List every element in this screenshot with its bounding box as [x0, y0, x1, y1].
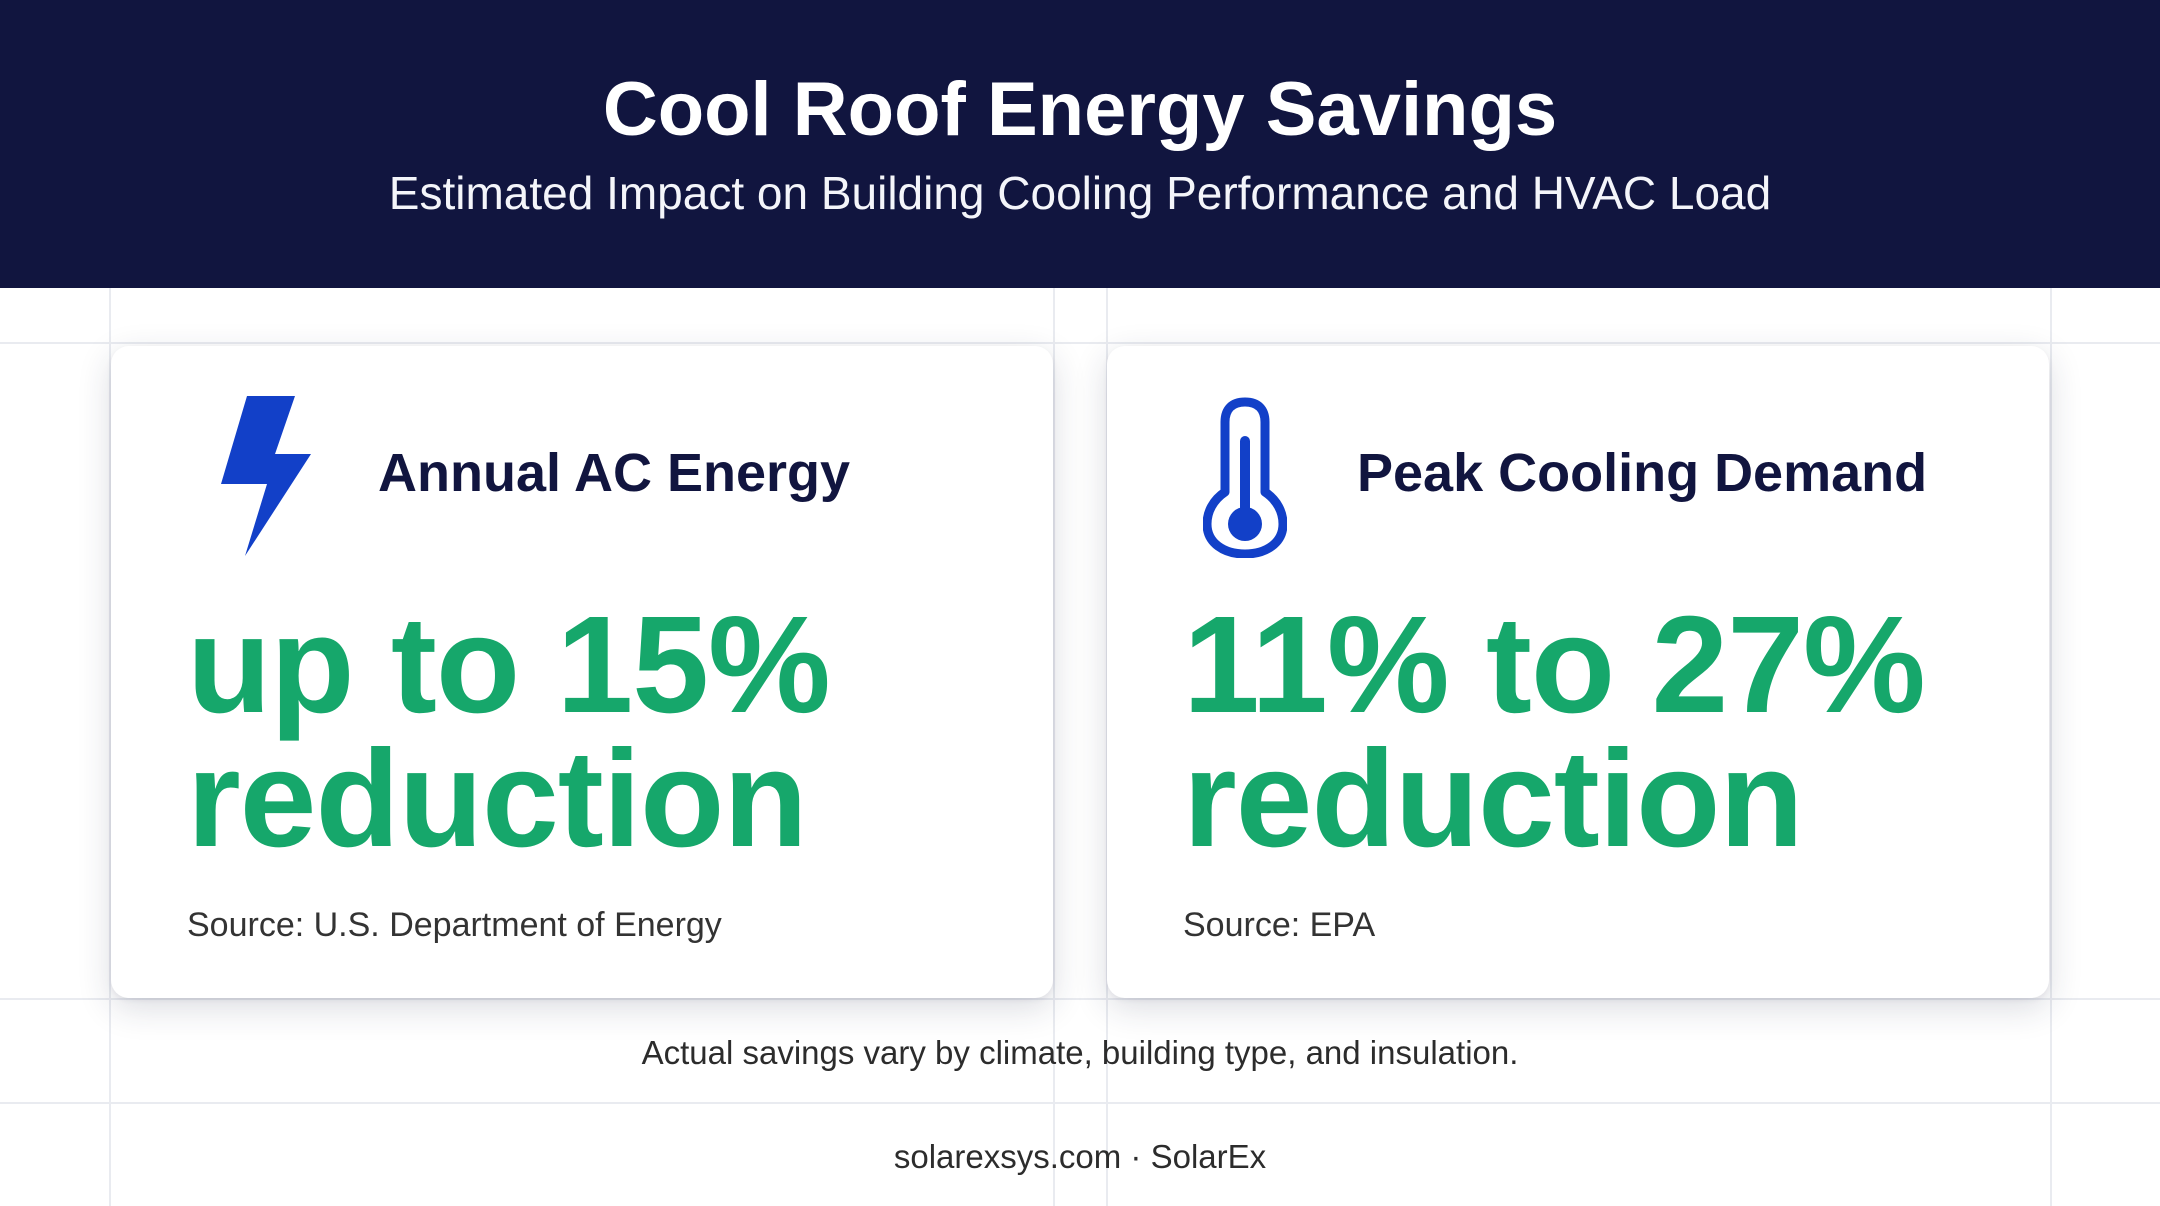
- card-heading: Annual AC Energy: [378, 443, 851, 503]
- stat-card-annual-ac-energy: Annual AC Energy up to 15% reduction Sou…: [111, 346, 1053, 998]
- card-value-line-2: reduction: [1183, 722, 1804, 876]
- card-source: Source: EPA: [1183, 906, 1376, 944]
- card-value-line-1: 11% to 27%: [1183, 588, 1926, 742]
- card-heading: Peak Cooling Demand: [1357, 443, 1928, 503]
- grid-line: [1053, 288, 1055, 1206]
- grid-line: [0, 998, 2160, 1000]
- disclaimer-note: Actual savings vary by climate, building…: [641, 1034, 1519, 1071]
- header-banner: Cool Roof Energy Savings Estimated Impac…: [0, 0, 2160, 288]
- card-source: Source: U.S. Department of Energy: [187, 906, 722, 944]
- page-title: Cool Roof Energy Savings: [602, 67, 1558, 152]
- grid-line: [2050, 288, 2052, 1206]
- thermometer-icon: [1202, 396, 1288, 563]
- card-value: up to 15% reduction: [187, 588, 831, 876]
- page-subtitle: Estimated Impact on Building Cooling Per…: [388, 167, 1772, 219]
- card-value-line-1: up to 15%: [187, 588, 831, 742]
- card-value: 11% to 27% reduction: [1183, 588, 1926, 876]
- card-value-line-2: reduction: [187, 722, 808, 876]
- stat-card-peak-cooling-demand: Peak Cooling Demand 11% to 27% reduction…: [1107, 346, 2049, 998]
- footer-attribution: solarexsys.com · SolarEx: [893, 1138, 1267, 1175]
- grid-line: [0, 342, 2160, 344]
- grid-line: [109, 288, 111, 1206]
- lightning-bolt-icon: [203, 396, 323, 561]
- grid-line: [0, 1102, 2160, 1104]
